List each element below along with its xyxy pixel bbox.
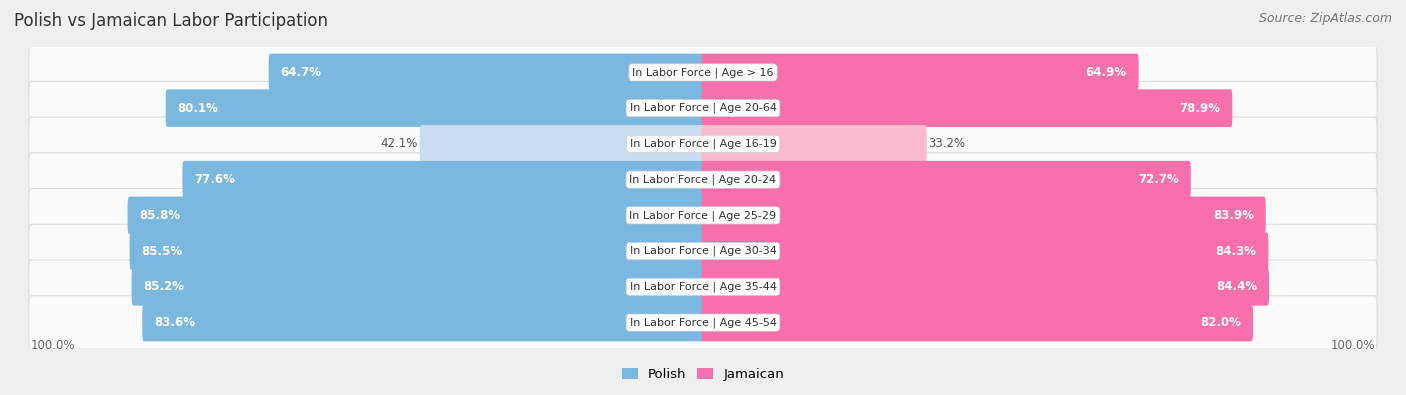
Text: Source: ZipAtlas.com: Source: ZipAtlas.com — [1258, 12, 1392, 25]
Text: In Labor Force | Age 20-64: In Labor Force | Age 20-64 — [630, 103, 776, 113]
FancyBboxPatch shape — [129, 232, 704, 270]
FancyBboxPatch shape — [128, 197, 704, 234]
FancyBboxPatch shape — [30, 188, 1376, 242]
Text: In Labor Force | Age 16-19: In Labor Force | Age 16-19 — [630, 139, 776, 149]
Text: 64.7%: 64.7% — [281, 66, 322, 79]
FancyBboxPatch shape — [30, 81, 1376, 135]
Text: In Labor Force | Age 25-29: In Labor Force | Age 25-29 — [630, 210, 776, 221]
Text: 72.7%: 72.7% — [1139, 173, 1180, 186]
FancyBboxPatch shape — [702, 232, 1268, 270]
FancyBboxPatch shape — [702, 304, 1253, 341]
FancyBboxPatch shape — [420, 125, 704, 163]
Text: In Labor Force | Age 20-24: In Labor Force | Age 20-24 — [630, 174, 776, 185]
Text: 33.2%: 33.2% — [928, 137, 966, 150]
Text: 64.9%: 64.9% — [1085, 66, 1126, 79]
FancyBboxPatch shape — [30, 224, 1376, 278]
FancyBboxPatch shape — [30, 296, 1376, 350]
FancyBboxPatch shape — [702, 268, 1270, 306]
Legend: Polish, Jamaican: Polish, Jamaican — [616, 363, 790, 386]
FancyBboxPatch shape — [183, 161, 704, 198]
FancyBboxPatch shape — [30, 45, 1376, 99]
Text: 84.3%: 84.3% — [1216, 245, 1257, 258]
Text: 42.1%: 42.1% — [381, 137, 418, 150]
Text: 82.0%: 82.0% — [1201, 316, 1241, 329]
Text: 83.9%: 83.9% — [1213, 209, 1254, 222]
Text: In Labor Force | Age 30-34: In Labor Force | Age 30-34 — [630, 246, 776, 256]
Text: Polish vs Jamaican Labor Participation: Polish vs Jamaican Labor Participation — [14, 12, 328, 30]
FancyBboxPatch shape — [702, 161, 1191, 198]
Text: In Labor Force | Age 35-44: In Labor Force | Age 35-44 — [630, 282, 776, 292]
Text: 77.6%: 77.6% — [194, 173, 235, 186]
Text: In Labor Force | Age > 16: In Labor Force | Age > 16 — [633, 67, 773, 78]
Text: 84.4%: 84.4% — [1216, 280, 1257, 293]
FancyBboxPatch shape — [702, 197, 1265, 234]
FancyBboxPatch shape — [132, 268, 704, 306]
Text: 85.2%: 85.2% — [143, 280, 184, 293]
Text: 100.0%: 100.0% — [31, 339, 76, 352]
Text: 78.9%: 78.9% — [1180, 102, 1220, 115]
FancyBboxPatch shape — [30, 260, 1376, 314]
FancyBboxPatch shape — [702, 125, 927, 163]
Text: 85.8%: 85.8% — [139, 209, 180, 222]
FancyBboxPatch shape — [166, 89, 704, 127]
FancyBboxPatch shape — [30, 153, 1376, 207]
Text: In Labor Force | Age 45-54: In Labor Force | Age 45-54 — [630, 317, 776, 328]
FancyBboxPatch shape — [269, 54, 704, 91]
FancyBboxPatch shape — [702, 89, 1232, 127]
Text: 80.1%: 80.1% — [177, 102, 218, 115]
FancyBboxPatch shape — [142, 304, 704, 341]
Text: 83.6%: 83.6% — [155, 316, 195, 329]
Text: 85.5%: 85.5% — [142, 245, 183, 258]
FancyBboxPatch shape — [30, 117, 1376, 171]
FancyBboxPatch shape — [702, 54, 1139, 91]
Text: 100.0%: 100.0% — [1330, 339, 1375, 352]
